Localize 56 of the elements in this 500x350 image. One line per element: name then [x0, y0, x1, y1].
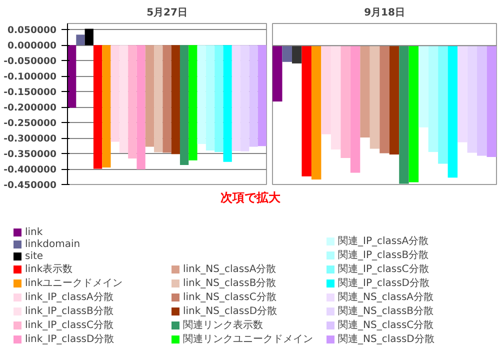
legend-label: link_NS_classC分散 [183, 291, 276, 304]
y-tick-label: 0.050000 [8, 25, 58, 36]
legend-label: 関連_IP_classD分散 [338, 276, 430, 290]
legend-label: link_NS_classB分散 [183, 277, 276, 290]
text: 次項で拡大 [220, 190, 282, 204]
legend-label: link_IP_classC分散 [25, 319, 114, 332]
bar [197, 45, 206, 144]
legend-label: 関連リンク表示数 [183, 318, 263, 332]
y-tick-label: -0.200000 [4, 102, 58, 114]
chart-title: 9月18日 [364, 8, 405, 18]
legend-label: link_NS_classD分散 [183, 305, 278, 318]
bar [84, 28, 94, 46]
legend-label: link_IP_classA分散 [25, 291, 114, 304]
legend-label: 関連_IP_classB分散 [338, 248, 429, 262]
bar [258, 45, 266, 146]
bar [76, 34, 85, 46]
legend-label: link_NS_classA分散 [183, 263, 276, 276]
y-tick-label: -0.300000 [4, 134, 58, 145]
y-tick-label: -0.250000 [4, 118, 58, 130]
legend-label: 関連リンクユニークドメイン [183, 332, 313, 346]
legend-label: link表示数 [25, 262, 73, 276]
bar [206, 45, 215, 150]
chart-title: 5月27日 [146, 8, 188, 18]
bar [162, 45, 172, 153]
bar [223, 45, 232, 162]
bar [180, 45, 189, 165]
legend-label: link_IP_classB分散 [25, 305, 114, 318]
bar [214, 45, 224, 152]
legend-label: 関連_IP_classA分散 [338, 234, 429, 248]
legend-label: 関連_NS_classB分散 [338, 304, 434, 318]
bar [68, 45, 76, 108]
legend-label: 関連_NS_classD分散 [338, 332, 434, 346]
y-tick-label: -0.100000 [4, 72, 58, 83]
bar [154, 45, 163, 152]
bar [128, 45, 137, 158]
bar [145, 45, 154, 147]
bar [249, 45, 258, 147]
legend-label: linkdomain [25, 238, 80, 250]
y-tick-label: -0.150000 [4, 87, 58, 98]
legend-label: 関連_NS_classA分散 [338, 290, 434, 304]
legend-label: 関連_IP_classC分散 [338, 262, 429, 276]
y-tick-label: -0.400000 [4, 164, 58, 176]
bar [188, 45, 198, 160]
y-tick-label: -0.350000 [4, 149, 58, 160]
y-tick-label: 0.000000 [8, 40, 58, 52]
y-tick-label: -0.050000 [4, 56, 58, 68]
bar [136, 45, 146, 170]
bar [171, 45, 180, 154]
legend-label: link_IP_classD分散 [25, 333, 114, 346]
bar [93, 45, 102, 169]
legend-label: 関連_NS_classC分散 [338, 318, 434, 332]
legend-label: link [25, 226, 44, 238]
y-tick-label: -0.450000 [4, 180, 58, 191]
bar [102, 45, 111, 168]
legend-label: linkユニークドメイン [25, 277, 123, 290]
legend-label: site [25, 250, 44, 262]
